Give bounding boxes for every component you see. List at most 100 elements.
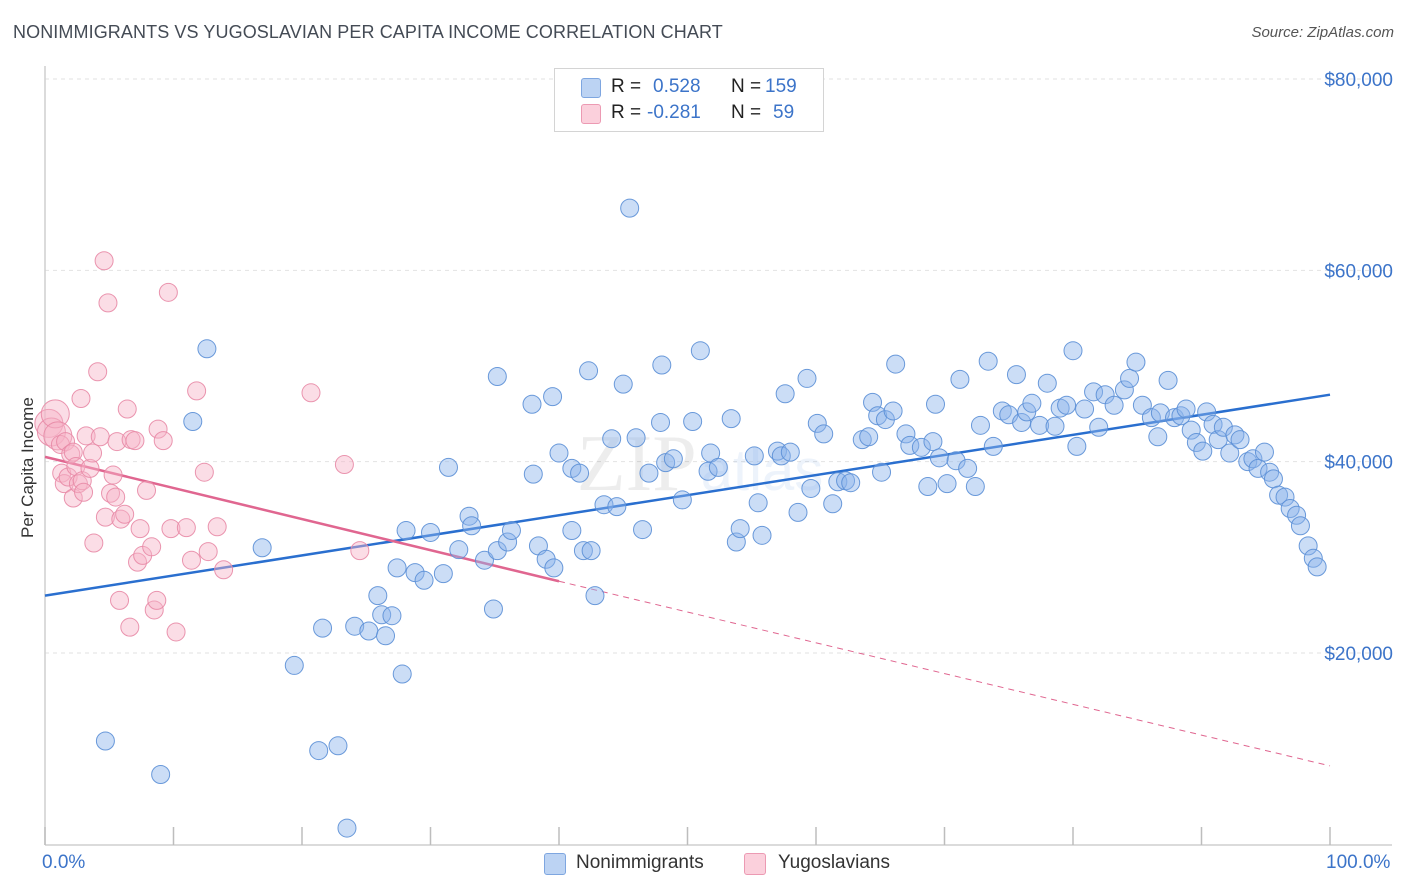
point-yugoslavians	[80, 458, 100, 478]
point-nonimmigrants	[607, 497, 627, 517]
y-tick-label: $20,000	[1324, 644, 1393, 665]
point-nonimmigrants	[1126, 352, 1146, 372]
point-yugoslavians	[120, 617, 140, 637]
point-yugoslavians	[40, 399, 70, 429]
point-nonimmigrants	[946, 451, 966, 471]
y-tick-label: $80,000	[1324, 70, 1393, 91]
point-nonimmigrants	[309, 741, 329, 761]
point-nonimmigrants	[1181, 420, 1201, 440]
point-nonimmigrants	[602, 429, 622, 449]
point-yugoslavians	[88, 362, 108, 382]
point-nonimmigrants	[284, 655, 304, 675]
point-nonimmigrants	[748, 493, 768, 513]
y-tick-labels: $20,000 $40,000 $60,000 $80,000	[1324, 70, 1393, 665]
point-nonimmigrants	[387, 558, 407, 578]
point-nonimmigrants	[462, 516, 482, 536]
point-yugoslavians	[110, 590, 130, 610]
point-yugoslavians	[130, 519, 150, 539]
trend-extension-yugoslavians	[558, 580, 1331, 767]
point-nonimmigrants	[498, 532, 518, 552]
point-nonimmigrants	[197, 339, 217, 359]
point-nonimmigrants	[788, 502, 808, 522]
point-nonimmigrants	[1176, 399, 1196, 419]
point-nonimmigrants	[970, 415, 990, 435]
point-yugoslavians	[117, 399, 137, 419]
chart-source: Source: ZipAtlas.com	[1251, 24, 1394, 41]
point-nonimmigrants	[523, 464, 543, 484]
point-nonimmigrants	[672, 490, 692, 510]
point-nonimmigrants	[345, 616, 365, 636]
point-yugoslavians	[176, 518, 196, 538]
point-nonimmigrants	[1114, 380, 1134, 400]
r-value-yugoslavians: -0.281	[647, 102, 701, 123]
point-yugoslavians	[106, 487, 126, 507]
point-yugoslavians	[95, 507, 115, 527]
point-nonimmigrants	[1063, 341, 1083, 361]
point-yugoslavians	[161, 519, 181, 539]
point-nonimmigrants	[1171, 406, 1191, 426]
point-nonimmigrants	[613, 374, 633, 394]
point-yugoslavians	[101, 483, 121, 503]
point-nonimmigrants	[1287, 505, 1307, 525]
point-yugoslavians	[76, 426, 96, 446]
point-yugoslavians	[103, 465, 123, 485]
stats-legend: R = 0.528 N = 159 R = -0.281 N = 59	[554, 68, 824, 132]
point-yugoslavians	[115, 504, 135, 524]
point-nonimmigrants	[690, 341, 710, 361]
point-nonimmigrants	[1248, 458, 1268, 478]
x-tick-min: 0.0%	[42, 852, 86, 873]
point-nonimmigrants	[1158, 370, 1178, 390]
point-nonimmigrants	[708, 457, 728, 477]
point-nonimmigrants	[449, 540, 469, 560]
n-label: N =	[731, 102, 762, 123]
point-nonimmigrants	[883, 401, 903, 421]
point-nonimmigrants	[1238, 452, 1258, 472]
point-nonimmigrants	[396, 521, 416, 541]
point-nonimmigrants	[1084, 382, 1104, 402]
point-nonimmigrants	[483, 599, 503, 619]
point-nonimmigrants	[337, 818, 357, 838]
point-nonimmigrants	[1141, 408, 1161, 428]
point-nonimmigrants	[1243, 449, 1263, 469]
point-nonimmigrants	[549, 443, 569, 463]
x-tick-max: 100.0%	[1326, 852, 1391, 873]
point-yugoslavians	[147, 590, 167, 610]
chart-title: NONIMMIGRANTS VS YUGOSLAVIAN PER CAPITA …	[13, 22, 723, 42]
point-nonimmigrants	[95, 731, 115, 751]
point-nonimmigrants	[639, 463, 659, 483]
point-nonimmigrants	[368, 586, 388, 606]
point-nonimmigrants	[1213, 417, 1233, 437]
point-yugoslavians	[207, 517, 227, 537]
point-nonimmigrants	[313, 618, 333, 638]
point-nonimmigrants	[1298, 536, 1318, 556]
point-nonimmigrants	[392, 664, 412, 684]
point-nonimmigrants	[721, 409, 741, 429]
point-nonimmigrants	[807, 413, 827, 433]
point-nonimmigrants	[663, 449, 683, 469]
point-nonimmigrants	[1307, 557, 1327, 577]
point-nonimmigrants	[579, 361, 599, 381]
point-yugoslavians	[61, 444, 81, 464]
point-nonimmigrants	[438, 457, 458, 477]
point-nonimmigrants	[1220, 443, 1240, 463]
point-yugoslavians	[198, 542, 218, 562]
legend-label-nonimmigrants: Nonimmigrants	[576, 852, 704, 873]
point-nonimmigrants	[501, 521, 521, 541]
point-nonimmigrants	[752, 525, 772, 545]
point-nonimmigrants	[183, 411, 203, 431]
point-yugoslavians	[90, 427, 110, 447]
n-value-nonimmigrants: 159	[765, 76, 797, 97]
swatch-yugoslavians	[581, 104, 601, 124]
point-yugoslavians	[334, 455, 354, 475]
point-nonimmigrants	[626, 428, 646, 448]
point-nonimmigrants	[900, 435, 920, 455]
point-nonimmigrants	[433, 564, 453, 584]
point-yugoslavians	[137, 480, 157, 500]
axes	[44, 66, 1392, 846]
point-yugoslavians	[83, 443, 103, 463]
point-nonimmigrants	[1006, 365, 1026, 385]
point-nonimmigrants	[950, 369, 970, 389]
point-nonimmigrants	[1037, 373, 1057, 393]
point-nonimmigrants	[1067, 436, 1087, 456]
